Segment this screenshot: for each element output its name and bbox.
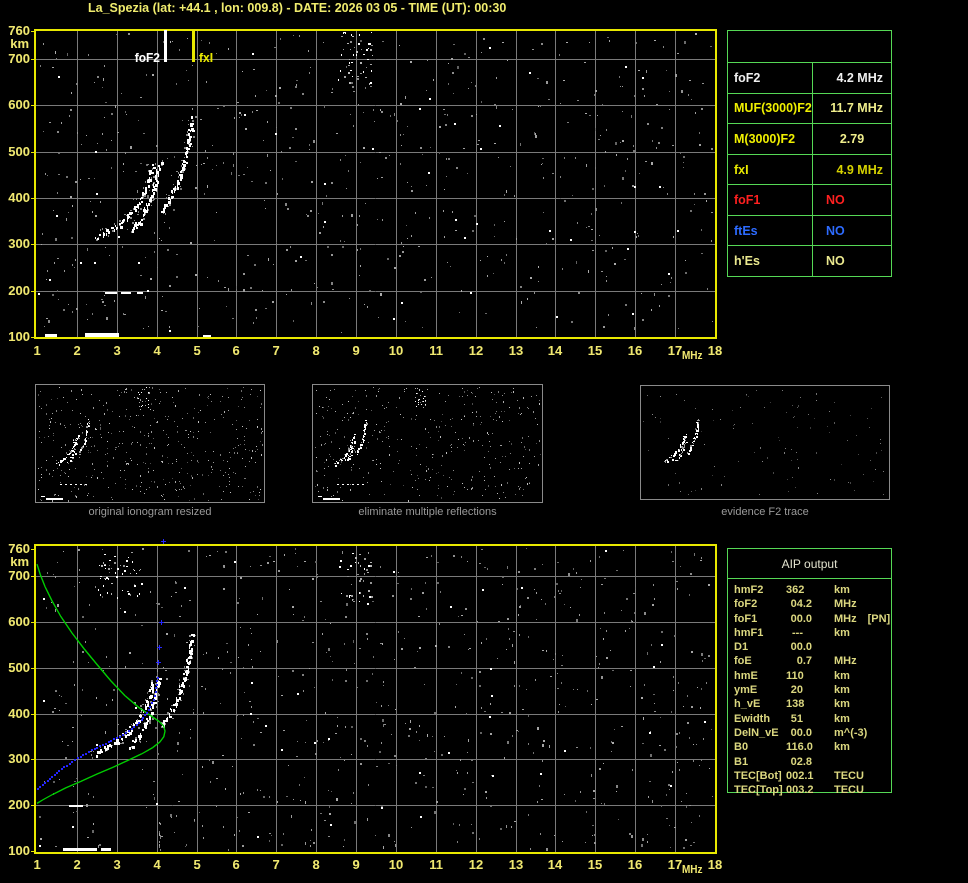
table-row: h'Es NO [728,245,891,277]
table-row: hmF2 362 km [734,583,891,597]
parameter-label: D1 [734,641,749,654]
parameter-unit: km [834,698,850,711]
parameter-value: 00.0 [790,726,812,739]
parameter-value: NO [826,254,845,269]
parameter-value: 04.2 [790,598,812,611]
parameter-unit: km [834,669,850,682]
parameter-value: 0.7 [796,655,812,668]
table-row: foF2 4.2 MHz [728,62,891,93]
parameter-label: B1 [734,755,749,768]
table-row: ftEs NO [728,214,891,246]
table-row: foE 0.7 MHz [734,654,891,668]
table-row: hmF1 --- km [734,626,891,640]
parameter-label: ymE [734,684,758,697]
parameter-label: hmF1 [734,626,764,639]
thumbnail-caption: original ionogram resized [88,506,212,518]
parameter-label: TEC[Top] [734,784,783,797]
parameter-value: 002.1 [786,769,814,782]
bottom-profile-canvas [0,533,730,883]
parameter-value: 02.8 [790,755,812,768]
parameter-value: 20 [790,684,803,697]
parameter-label: ftEs [728,215,813,246]
table-row: foF2 04.2 MHz [734,597,891,611]
table-row: TEC[Top] 003.2 TECU [734,783,891,797]
parameter-label: foE [734,655,752,668]
parameter-label: h'Es [728,246,813,277]
table-row: MUF(3000)F2 11.7 MHz [728,92,891,124]
parameter-value: 11.7 MHz [830,101,883,116]
parameter-value: 00.0 [790,612,812,625]
parameter-value: 362 [786,584,805,596]
autoscala-table-header: AUTOSCALA output [749,39,870,54]
parameter-unit: TECU [834,784,864,797]
parameter-label: B0 [734,741,749,754]
thumbnail-evidence-f2-trace [640,385,890,500]
parameter-label: foF1 [734,612,758,625]
parameter-value: 4.9 MHz [836,162,883,177]
parameter-label: M(3000)F2 [728,124,813,154]
thumbnail-original-ionogram [35,384,265,503]
parameter-label: foF1 [728,185,813,215]
table-row: Ewidth 51 km [734,712,891,726]
parameter-unit: MHz [834,598,857,611]
parameter-value: --- [792,626,803,639]
parameter-label: h_vE [734,698,761,711]
parameter-unit: MHz [834,612,857,625]
parameter-unit: km [834,626,850,639]
table-row: hmE 110 km [734,669,891,683]
parameter-value: NO [826,223,845,238]
aip-table-rows: hmF2 362 km foF2 04.2 MHz foF1 00.0 MHz [PN] hmF1 -… [728,579,891,797]
parameter-note: [PN] [867,612,891,625]
aip-table-header: AIP output [728,549,891,579]
parameter-label: foF2 [728,63,813,93]
parameter-unit: TECU [834,769,864,782]
parameter-value: 110 [786,669,804,682]
parameter-unit: km [834,584,850,596]
thumbnail-caption: eliminate multiple reflections [358,506,497,518]
table-row: foF1 00.0 MHz [PN] [734,612,891,626]
aip-output-table: AIP output hmF2 362 km foF2 04.2 MHz foF1 00.0 M… [727,548,892,796]
parameter-unit: km [834,741,850,754]
parameter-label: Ewidth [734,712,771,725]
parameter-value: 00.0 [790,641,812,654]
table-row: DelN_vE 00.0 m^(-3) [734,726,891,740]
top-ionogram-canvas [0,18,730,370]
thumbnail-caption: evidence F2 trace [721,506,809,518]
parameter-value: 2.79 [839,131,865,146]
parameter-value: 116.0 [786,741,813,754]
parameter-value: NO [826,193,845,208]
parameter-label: DelN_vE [734,726,779,739]
parameter-unit: MHz [834,655,857,668]
parameter-unit: km [834,684,850,697]
table-row: D1 00.0 [734,640,891,654]
parameter-unit: m^(-3) [834,726,868,739]
parameter-label: hmE [734,669,758,682]
parameter-label: foF2 [734,598,758,611]
table-row: B0 116.0 km [734,740,891,754]
page-title: La_Spezia (lat: +44.1 , lon: 009.8) - DA… [88,1,507,15]
table-row: foF1 NO [728,184,891,215]
parameter-value: 4.2 MHz [836,70,883,85]
parameter-label: hmF2 [734,584,764,596]
parameter-unit: km [834,712,850,725]
parameter-value: 003.2 [786,784,814,797]
parameter-value: 51 [790,712,803,725]
autoscala-output-table: AUTOSCALA output foF2 4.2 MHz MUF(3000)F2 1… [727,30,892,277]
parameter-label: TEC[Bot] [734,769,782,782]
table-row: fxI 4.9 MHz [728,153,891,185]
table-row: TEC[Bot] 002.1 TECU [734,769,891,783]
table-row: B1 02.8 [734,755,891,769]
table-row: M(3000)F2 2.79 [728,123,891,154]
parameter-value: 138 [786,698,805,711]
parameter-label: MUF(3000)F2 [728,93,813,124]
table-row: ymE 20 km [734,683,891,697]
thumbnail-eliminate-reflections [312,384,543,503]
parameter-label: fxI [728,154,813,185]
autoscala-table-rows: foF2 4.2 MHz MUF(3000)F2 11.7 MHz M(3000)F2 2… [728,62,891,277]
table-row: h_vE 138 km [734,697,891,711]
